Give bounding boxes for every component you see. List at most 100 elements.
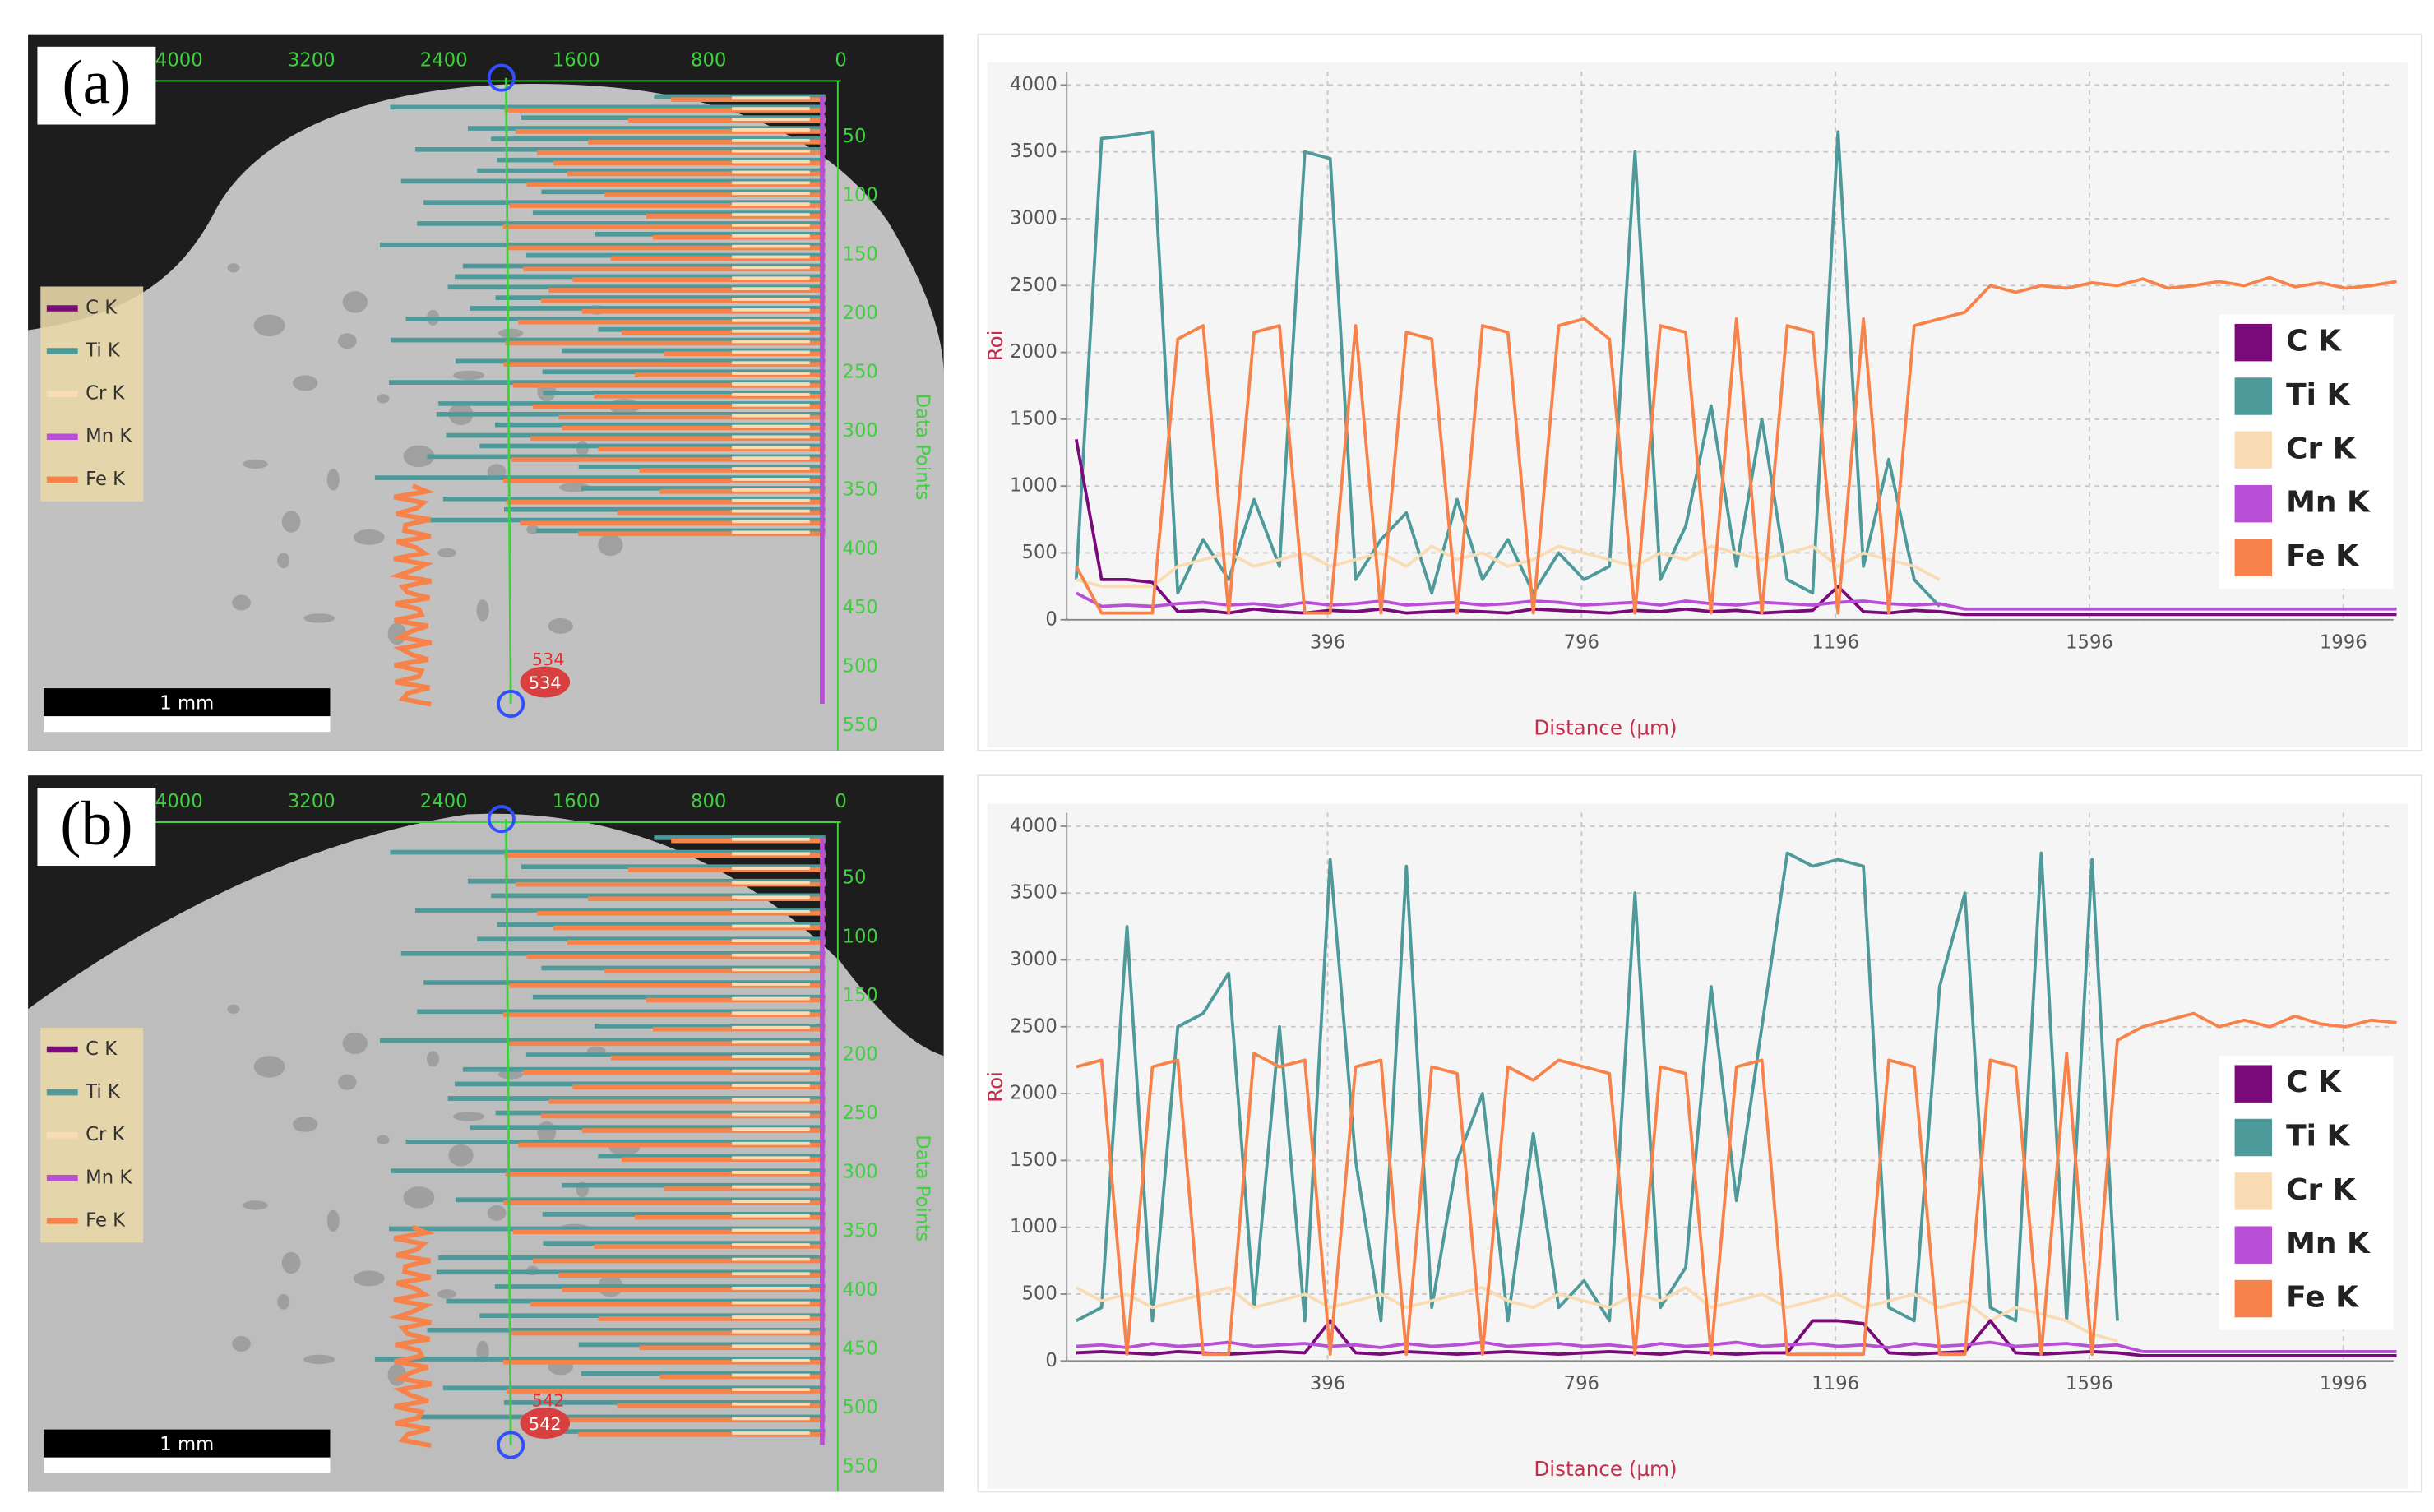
- sem-right-tick: 250: [843, 362, 878, 383]
- panel-label: (a): [62, 48, 131, 117]
- y-tick-label: 500: [1022, 1283, 1057, 1304]
- sem-right-tick: 300: [843, 1162, 878, 1183]
- series-line: [1075, 851, 2119, 1323]
- start-marker: [487, 805, 516, 834]
- sem-top-tick: 0: [835, 791, 846, 812]
- inclusion: [498, 328, 524, 338]
- inclusion: [243, 459, 268, 469]
- sem-legend-label: Ti K: [85, 340, 121, 362]
- y-axis-title: Roi: [983, 331, 1007, 362]
- legend-swatch: [2234, 539, 2273, 576]
- x-tick-label: 396: [1310, 632, 1345, 654]
- scale-label: 1 mm: [160, 1434, 214, 1455]
- inclusion: [476, 599, 489, 622]
- x-tick-label: 1996: [2320, 1373, 2367, 1394]
- sem-right-tick: 500: [843, 655, 878, 677]
- panel-label-box: [37, 788, 156, 867]
- inclusion: [353, 1270, 385, 1287]
- series-line: [1075, 591, 2397, 611]
- inclusion: [277, 1293, 290, 1310]
- inclusion: [342, 291, 368, 313]
- sem-top-tick: 1600: [553, 49, 600, 71]
- sem-right-tick: 250: [843, 1103, 878, 1124]
- legend-swatch: [2234, 431, 2273, 469]
- inclusion: [243, 1200, 268, 1210]
- legend-label: C K: [2286, 1066, 2342, 1099]
- sem-right-tick: 450: [843, 597, 878, 618]
- legend-swatch: [2234, 323, 2273, 362]
- y-tick-label: 3500: [1010, 882, 1057, 904]
- legend-swatch: [2234, 377, 2273, 415]
- y-tick-label: 2000: [1010, 1083, 1057, 1104]
- sem-legend-label: Mn K: [86, 1167, 132, 1188]
- y-axis-title: Roi: [983, 1071, 1007, 1103]
- inclusion: [403, 445, 435, 468]
- series-line: [1076, 1340, 2397, 1353]
- scan-line: [505, 819, 512, 1445]
- legend-label: Ti K: [2286, 378, 2350, 412]
- inclusion: [453, 1112, 484, 1121]
- series-line: [1075, 1286, 2118, 1343]
- sem-right-tick: 300: [843, 420, 878, 442]
- sem-legend-label: Fe K: [86, 1209, 126, 1231]
- marker-label: 534: [529, 673, 562, 692]
- inclusion: [303, 613, 335, 623]
- legend-label: C K: [2286, 325, 2342, 358]
- end-marker: [497, 690, 525, 719]
- inclusion: [326, 469, 340, 491]
- sem-right-tick: 450: [843, 1338, 878, 1359]
- inclusion: [227, 1004, 240, 1014]
- inclusion: [232, 1335, 251, 1352]
- x-axis-title: Distance (µm): [1534, 1457, 1677, 1481]
- sem-axis-title: Data Points: [912, 1135, 933, 1242]
- inclusion: [403, 1186, 435, 1209]
- sem-right-tick: 150: [843, 243, 878, 265]
- legend-label: Mn K: [2286, 486, 2371, 520]
- inclusion: [227, 263, 240, 273]
- x-tick-label: 1596: [2066, 1373, 2113, 1394]
- sem-top-tick: 3200: [288, 49, 335, 71]
- series-line: [1076, 1011, 2397, 1357]
- inclusion: [281, 1251, 301, 1274]
- y-tick-label: 1500: [1010, 408, 1057, 429]
- sem-right-tick: 550: [843, 1456, 878, 1477]
- sem-right-tick: 200: [843, 303, 878, 324]
- inclusion: [426, 1051, 440, 1067]
- x-tick-label: 1996: [2320, 632, 2367, 654]
- sem-top-tick: 3200: [288, 791, 335, 812]
- inclusion: [353, 529, 385, 545]
- sem-right-tick: 50: [843, 867, 867, 889]
- legend-label: Ti K: [2286, 1120, 2350, 1154]
- legend-swatch: [2234, 1279, 2273, 1318]
- sem-right-tick: 100: [843, 926, 878, 947]
- sem-legend-label: C K: [86, 297, 118, 318]
- inclusion: [377, 394, 390, 404]
- sem-legend-label: Cr K: [86, 383, 125, 405]
- sem-right-tick: 400: [843, 538, 878, 559]
- legend-label: Mn K: [2286, 1227, 2371, 1260]
- x-tick-label: 396: [1310, 1373, 1345, 1394]
- scale-bar-base: [44, 716, 331, 733]
- chart: 0 500 1000 1500 2000 2500 3000 3500 4000 396 796 11…: [977, 774, 2422, 1493]
- marker-label-small: 542: [532, 1391, 565, 1411]
- sem-axis-title: Data Points: [912, 394, 933, 501]
- y-tick-label: 3000: [1010, 949, 1057, 970]
- sem-legend-label: Cr K: [86, 1124, 125, 1145]
- x-tick-label: 796: [1564, 1373, 1599, 1394]
- fe-tail: [388, 483, 436, 707]
- inclusion: [253, 314, 285, 337]
- scan-line: [505, 77, 512, 705]
- legend-label: Cr K: [2286, 432, 2357, 465]
- sem-panel: 4000 3200 2400 1600 800 0 50 100 150 200 250 300 350…: [28, 34, 944, 751]
- x-tick-label: 1196: [1812, 1373, 1859, 1394]
- marker-badge: [520, 666, 571, 698]
- chart: 0 500 1000 1500 2000 2500 3000 3500 4000 396 796 11…: [977, 33, 2422, 751]
- legend-swatch: [2234, 1118, 2273, 1157]
- inclusion: [232, 594, 251, 611]
- y-tick-label: 0: [1045, 1350, 1057, 1371]
- sem-panel: 4000 3200 2400 1600 800 0 50 100 150 200 250 300 350…: [28, 775, 944, 1492]
- panel-label-box: [37, 46, 156, 125]
- y-tick-label: 2000: [1010, 341, 1057, 363]
- inclusion: [526, 525, 539, 534]
